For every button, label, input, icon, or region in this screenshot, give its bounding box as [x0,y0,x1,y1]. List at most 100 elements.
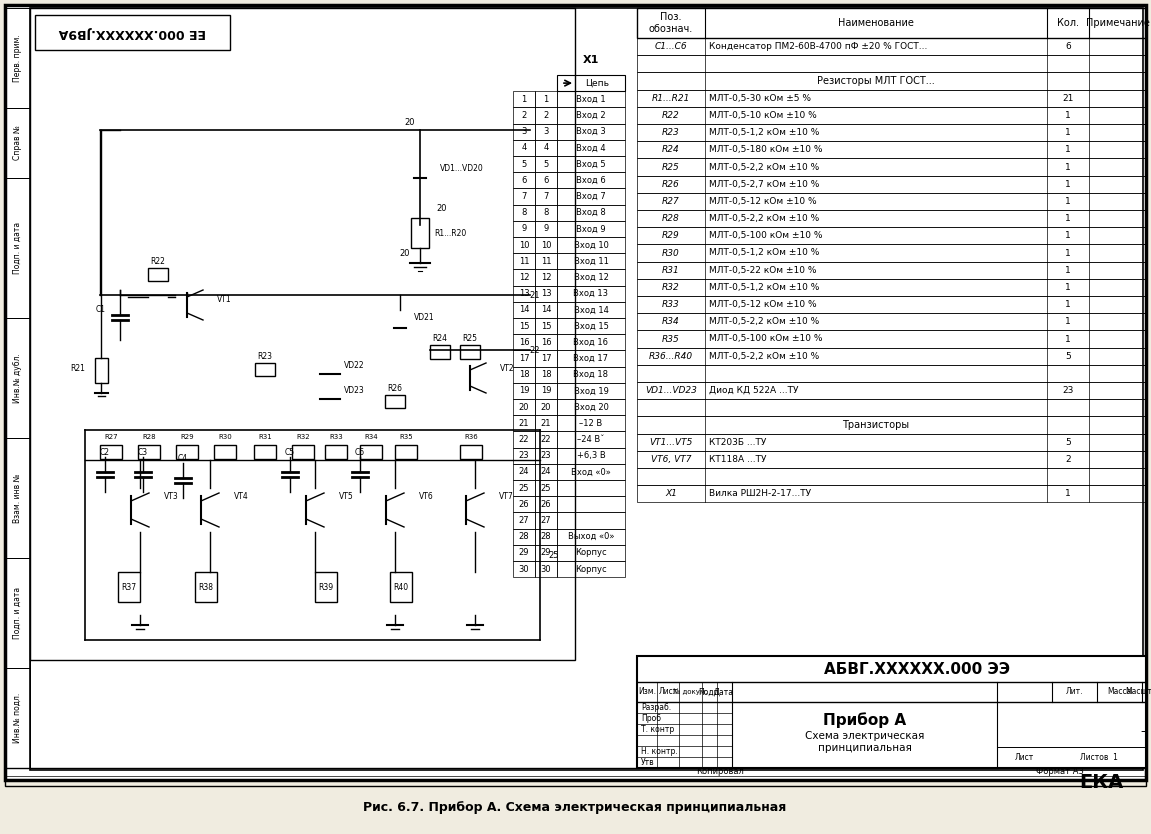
Text: 1: 1 [1065,145,1070,154]
Bar [637,193,1146,210]
Text: Вход 1: Вход 1 [577,95,605,103]
Bar [535,302,557,318]
Text: C1: C1 [96,305,106,314]
Bar [513,140,535,156]
Bar [637,158,1146,176]
Text: МЛТ-0,5-100 кОм ±10 %: МЛТ-0,5-100 кОм ±10 % [709,334,823,344]
Text: 22: 22 [529,345,540,354]
Text: 13: 13 [519,289,529,299]
Text: 8: 8 [521,208,527,217]
Bar [535,464,557,480]
Text: R31: R31 [662,266,680,274]
Bar [535,383,557,399]
Text: R40: R40 [394,582,409,591]
Bar [637,141,1146,158]
Text: 1: 1 [1065,163,1070,172]
Text: 16: 16 [519,338,529,347]
Bar [411,218,429,248]
Bar [535,254,557,269]
Bar [637,279,1146,296]
Text: Выход «0»: Выход «0» [567,532,615,541]
Text: 1: 1 [1065,214,1070,224]
Text: КТ118А ...ТУ: КТ118А ...ТУ [709,455,767,464]
Bar [395,445,417,459]
Bar [513,480,535,496]
Bar [557,156,625,172]
Bar [254,445,276,459]
Text: R1...R20: R1...R20 [434,229,466,238]
Text: 5: 5 [1065,352,1070,360]
Text: 9: 9 [543,224,549,234]
Text: 11: 11 [519,257,529,266]
Text: 7: 7 [543,192,549,201]
Text: Подп: Подп [699,687,719,696]
Text: Вход 11: Вход 11 [573,257,609,266]
Bar [5,178,30,318]
Bar [535,221,557,237]
Text: R22: R22 [151,257,166,265]
Text: 2: 2 [521,111,527,120]
Text: Вход 7: Вход 7 [577,192,605,201]
Bar [535,480,557,496]
Bar [557,334,625,350]
Text: R24: R24 [433,334,448,343]
Text: VT6, VT7: VT6, VT7 [650,455,692,464]
Text: Корпус: Корпус [576,565,607,574]
Text: 28: 28 [519,532,529,541]
Text: 25: 25 [519,484,529,493]
Text: Справ №: Справ № [13,126,22,160]
Text: 17: 17 [541,354,551,363]
Text: Схема электрическая
принципиальная: Схема электрическая принципиальная [805,731,924,753]
Text: 15: 15 [541,322,551,330]
Text: Лист: Лист [1015,752,1034,761]
Bar [637,485,1146,502]
Text: Утв: Утв [641,758,655,767]
Text: Транзисторы: Транзисторы [843,420,909,430]
Text: 14: 14 [519,305,529,314]
Text: C3: C3 [138,448,148,456]
Text: 4: 4 [521,143,527,153]
Text: Масштаб: Масштаб [1126,687,1151,696]
Text: R28: R28 [662,214,680,224]
Text: Вход 8: Вход 8 [577,208,605,217]
Text: Проб: Проб [641,714,661,723]
Bar [557,318,625,334]
Text: 6: 6 [543,176,549,185]
Text: 30: 30 [541,565,551,574]
Bar [557,204,625,221]
Text: 19: 19 [541,386,551,395]
Text: R25: R25 [463,334,478,343]
Bar [637,382,1146,399]
Text: 21: 21 [519,419,529,428]
Bar [35,15,230,50]
Text: 18: 18 [519,370,529,379]
Bar [535,545,557,561]
Bar [557,269,625,285]
Bar [148,268,168,281]
Bar [557,545,625,561]
Bar [637,210,1146,227]
Bar [637,296,1146,314]
Bar [535,237,557,254]
Text: 20: 20 [399,249,410,258]
Text: VT4: VT4 [234,491,249,500]
Text: –: – [1141,726,1148,738]
Bar [535,123,557,140]
Text: Вход 5: Вход 5 [577,159,605,168]
Text: 11: 11 [541,257,551,266]
Text: 25: 25 [548,550,558,560]
Text: Вход 19: Вход 19 [573,386,609,395]
Bar [637,89,1146,107]
Text: R28: R28 [143,434,155,440]
Text: R1...R21: R1...R21 [651,93,691,103]
Text: АБВГ.XXXXXX.000 ЭЭ: АБВГ.XXXXXX.000 ЭЭ [824,661,1009,676]
Text: Цепь: Цепь [585,78,609,88]
Text: № докум.: № докум. [673,689,707,696]
Text: C5: C5 [285,448,295,456]
Text: 10: 10 [541,240,551,249]
Bar [513,156,535,172]
Text: R32: R32 [662,283,680,292]
Text: 1: 1 [1065,266,1070,274]
Text: 23: 23 [519,451,529,460]
Bar [513,254,535,269]
